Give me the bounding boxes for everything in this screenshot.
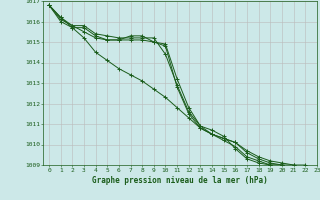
X-axis label: Graphe pression niveau de la mer (hPa): Graphe pression niveau de la mer (hPa) bbox=[92, 176, 268, 185]
